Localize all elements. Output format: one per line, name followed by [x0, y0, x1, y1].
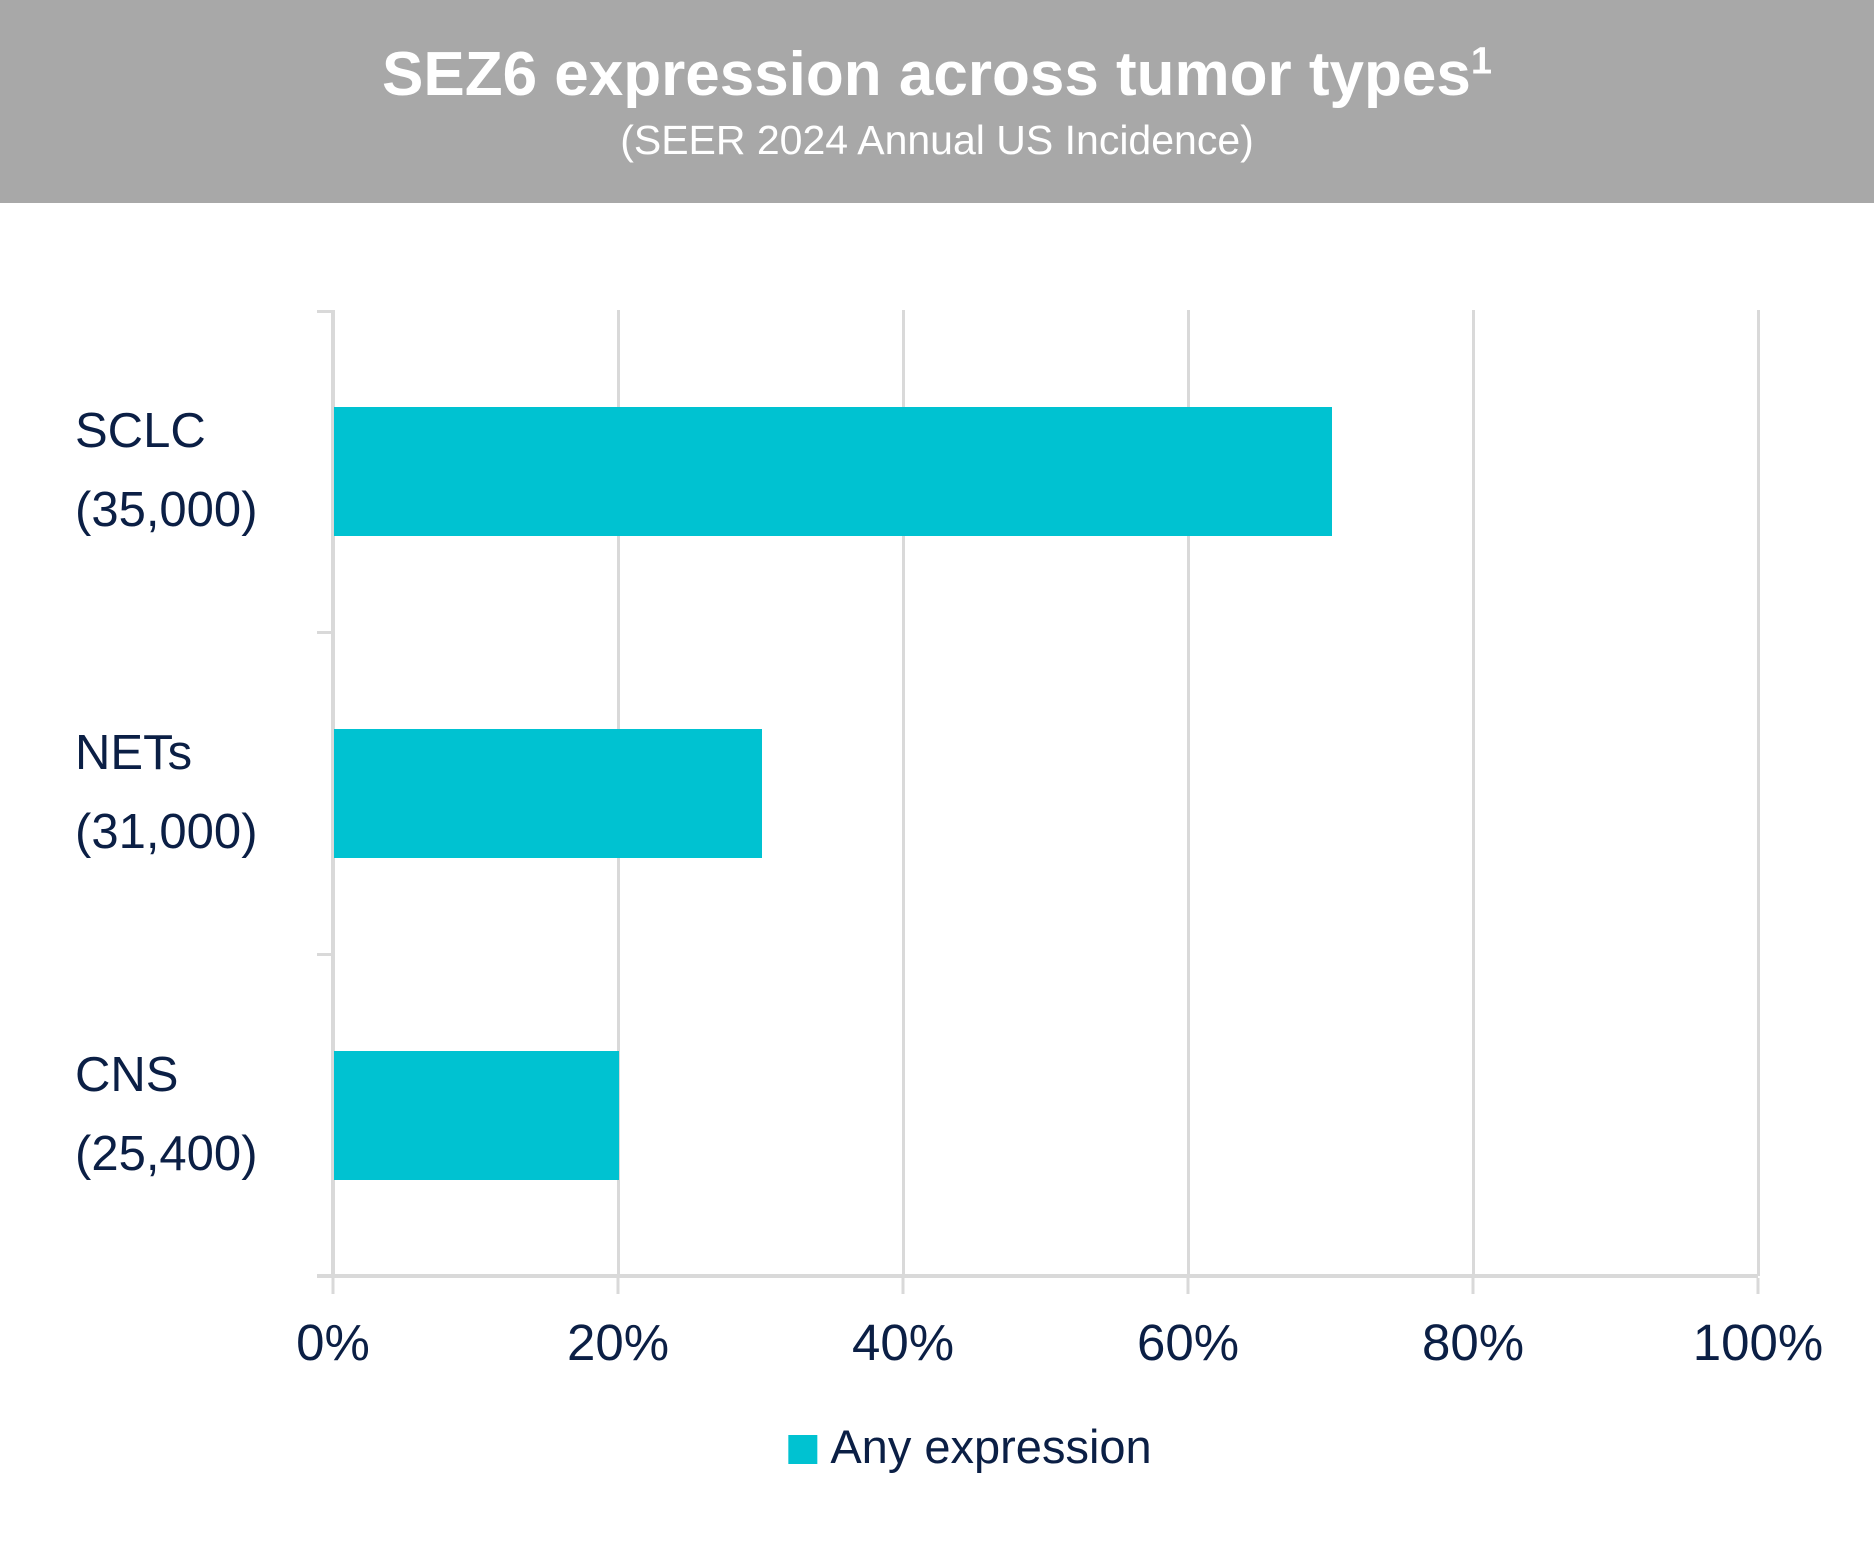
y-axis-tick: [317, 952, 333, 956]
x-axis-tick-label: 100%: [1692, 1314, 1824, 1371]
bar-cns: [334, 1050, 619, 1180]
x-axis-tick: [1186, 1278, 1190, 1294]
category-label-line: (31,000): [75, 805, 258, 859]
category-label-line: (25,400): [75, 1127, 258, 1181]
category-label: NETs (31,000): [75, 714, 330, 872]
x-axis-tick-label: 60%: [1136, 1314, 1240, 1371]
category-label-line: (35,000): [75, 483, 258, 537]
plot-area: [317, 310, 1760, 1294]
x-axis-tick-label: 0%: [296, 1314, 370, 1371]
x-axis-tick: [616, 1278, 620, 1294]
bar-sclc: [334, 406, 1332, 536]
bar-nets: [334, 728, 762, 858]
category-label-line: SCLC: [75, 404, 206, 458]
x-axis-tick: [331, 1278, 335, 1294]
category-label: SCLC (35,000): [75, 392, 330, 550]
bar-chart: SCLC (35,000) NETs (31,000) CNS (25,400) 0% 20…: [0, 203, 1874, 1565]
x-axis-line: [317, 1274, 1758, 1278]
legend-label: Any expression: [830, 1420, 1152, 1473]
x-axis-tick: [1471, 1278, 1475, 1294]
category-label-line: CNS: [75, 1048, 179, 1102]
x-axis-tick-label: 20%: [566, 1314, 670, 1371]
gridline: [901, 310, 905, 1276]
category-label-line: NETs: [75, 726, 193, 780]
gridline: [1471, 310, 1475, 1276]
title-footnote-marker: 1: [1470, 39, 1492, 82]
legend-swatch: [788, 1434, 818, 1464]
page-title-text: SEZ6 expression across tumor types: [381, 39, 1471, 109]
legend: Any expression: [788, 1420, 1152, 1473]
x-axis-tick: [1756, 1278, 1760, 1294]
gridline: [1756, 310, 1760, 1276]
y-axis-line: [331, 310, 335, 1276]
x-axis-tick: [901, 1278, 905, 1294]
y-axis-tick: [317, 630, 333, 634]
x-axis-tick-label: 80%: [1421, 1314, 1525, 1371]
y-axis-tick: [317, 310, 333, 313]
category-label: CNS (25,400): [75, 1036, 330, 1194]
page-title: SEZ6 expression across tumor types1: [382, 38, 1492, 112]
page-subtitle: (SEER 2024 Annual US Incidence): [620, 116, 1254, 163]
header-band: SEZ6 expression across tumor types1 (SEE…: [0, 0, 1874, 203]
gridline: [1186, 310, 1190, 1276]
x-axis-tick-label: 40%: [851, 1314, 955, 1371]
